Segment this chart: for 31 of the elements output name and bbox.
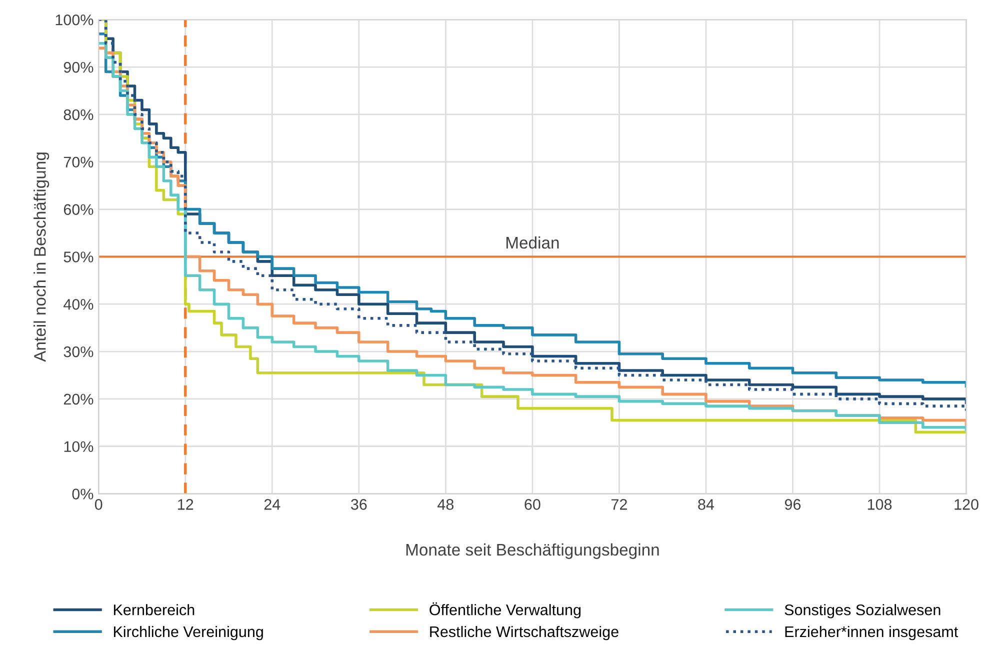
legend-label: Restliche Wirtschaftszweige: [430, 626, 618, 640]
x-tick-label: 36: [350, 499, 367, 510]
x-tick-label: 120: [954, 499, 978, 510]
legend-label: Kirchliche Vereinigung: [114, 626, 263, 640]
x-tick-label: 96: [784, 499, 801, 510]
y-axis-title: Anteil noch in Beschäftigung: [34, 152, 50, 362]
y-tick-label: 100%: [56, 14, 94, 26]
x-tick-label: 60: [524, 499, 540, 510]
y-tick-label: 70%: [64, 156, 94, 168]
x-tick-label: 24: [264, 499, 280, 510]
legend-label: Öffentliche Verwaltung: [430, 602, 581, 618]
legend-label: Sonstiges Sozialwesen: [784, 604, 940, 618]
x-axis-title: Monate seit Beschäftigungsbeginn: [406, 543, 659, 559]
y-tick-label: 80%: [64, 109, 94, 120]
x-tick-label: 0: [94, 499, 102, 510]
y-tick-label: 30%: [64, 346, 94, 358]
ref-line-label: Median: [506, 236, 559, 249]
x-tick-label: 108: [868, 499, 892, 510]
y-tick-label: 50%: [64, 252, 94, 262]
y-tick-label: 90%: [64, 62, 94, 73]
y-tick-label: 20%: [64, 394, 94, 405]
legend-label: Kernbereich: [114, 604, 194, 616]
x-tick-label: 12: [178, 499, 194, 510]
x-tick-label: 48: [438, 499, 454, 510]
x-tick-label: 72: [611, 499, 627, 510]
y-tick-label: 60%: [64, 204, 94, 215]
y-tick-label: 0%: [72, 488, 94, 500]
y-tick-label: 40%: [64, 298, 94, 310]
x-tick-label: 84: [698, 499, 714, 510]
y-tick-label: 10%: [64, 441, 94, 452]
legend-label: Erzieher*innen insgesamt: [785, 626, 958, 640]
